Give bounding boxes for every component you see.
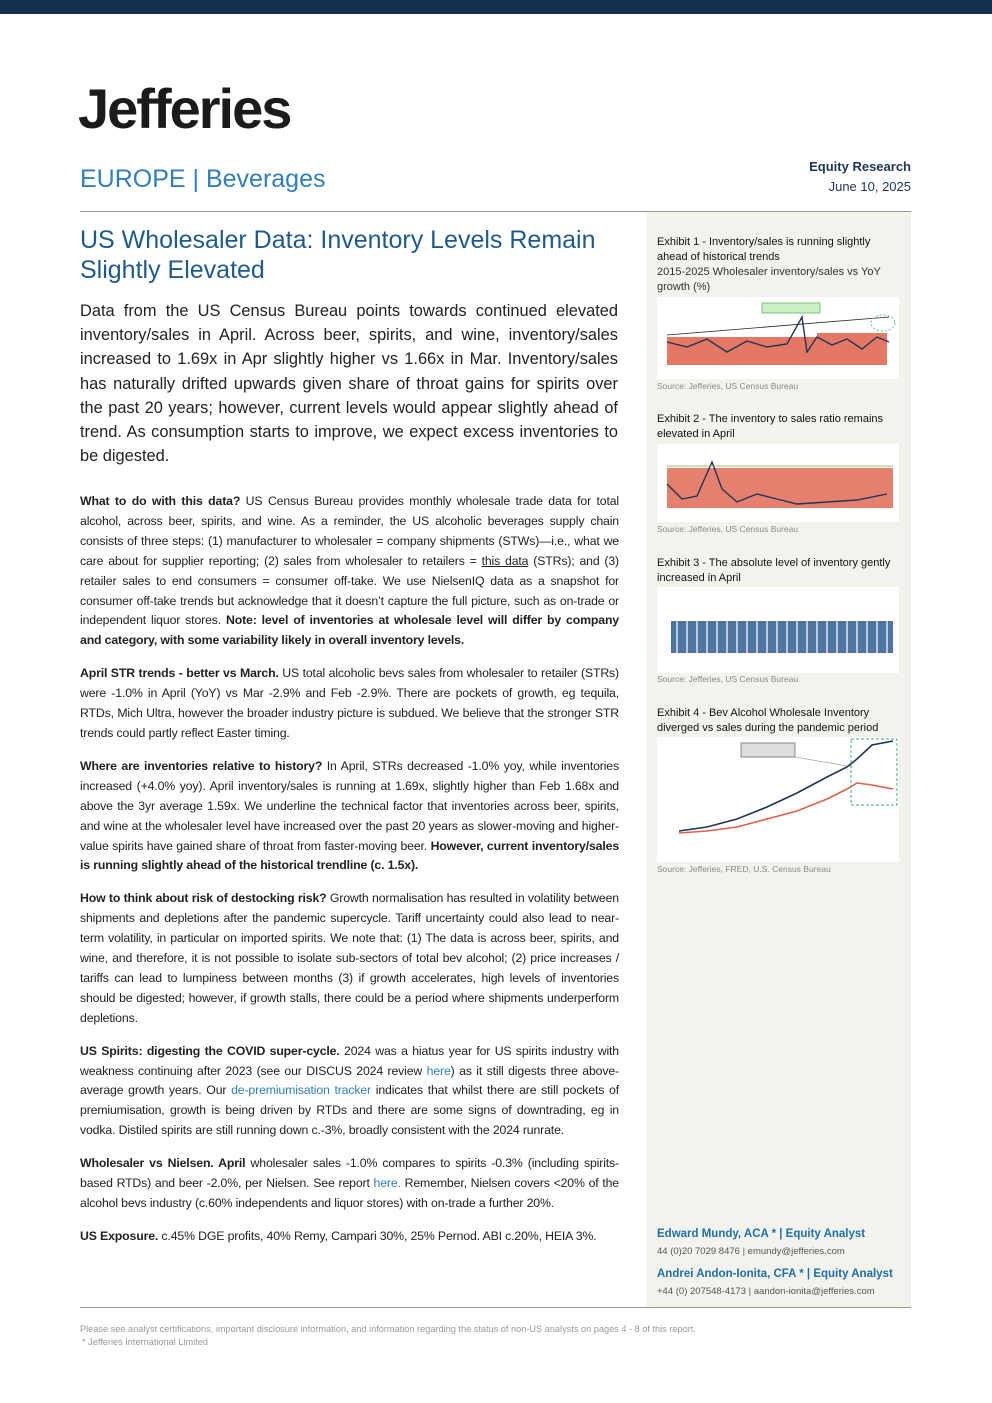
chart-bars bbox=[671, 621, 893, 653]
exhibit-title: Exhibit 2 - The inventory to sales ratio… bbox=[657, 413, 884, 440]
footnote: * Jefferies International Limited bbox=[82, 1337, 208, 1347]
chart-annotation bbox=[761, 302, 821, 314]
paragraph: Where are inventories relative to histor… bbox=[80, 757, 619, 876]
link[interactable]: here bbox=[426, 1063, 451, 1078]
link[interactable]: here. bbox=[373, 1176, 401, 1191]
divider bbox=[80, 1307, 911, 1308]
exhibit-title: Exhibit 4 - Bev Alcohol Wholesale Invent… bbox=[657, 707, 879, 734]
exhibit-chart bbox=[657, 297, 899, 379]
bold-text: How to think about risk of destocking ri… bbox=[80, 891, 327, 906]
text: US total alcoholic bevs sales from whole… bbox=[80, 666, 619, 740]
bold-text: Where are inventories relative to histor… bbox=[80, 758, 323, 773]
text: this data bbox=[481, 553, 529, 568]
text: wholesaler sales -1.0% compares to spiri… bbox=[80, 1156, 619, 1191]
exhibit-source: Source: Jefferies, US Census Bureau bbox=[657, 524, 799, 534]
exhibit-chart bbox=[657, 587, 899, 673]
chart-line bbox=[666, 314, 890, 354]
paragraph: What to do with this data? US Census Bur… bbox=[80, 492, 619, 651]
analyst-name: Edward Mundy, ACA * | Equity Analyst bbox=[657, 1228, 866, 1240]
report-date: June 10, 2025 bbox=[828, 179, 911, 194]
bold-text: Wholesaler vs Nielsen. April bbox=[80, 1156, 246, 1171]
exhibit-source: Source: Jefferies, US Census Bureau bbox=[657, 381, 799, 391]
chart-highlight bbox=[850, 738, 898, 806]
text: ) as it still digests three above-averag… bbox=[80, 1063, 619, 1098]
logo: Jefferies bbox=[78, 77, 292, 140]
analyst-contact: 44 (0)20 7029 8476 | emundy@jefferies.co… bbox=[657, 1246, 845, 1257]
paragraph: April STR trends - better vs March. US t… bbox=[80, 664, 619, 744]
text: c.45% DGE profits, 40% Remy, Campari 30%… bbox=[158, 1228, 597, 1243]
trend-line bbox=[666, 316, 890, 336]
text: 2024 was a hiatus year for US spirits in… bbox=[80, 1043, 619, 1078]
body: What to do with this data? US Census Bur… bbox=[80, 492, 619, 1260]
report-title: US Wholesaler Data: Inventory Levels Rem… bbox=[80, 226, 596, 284]
exhibit-source: Source: Jefferies, US Census Bureau bbox=[657, 674, 799, 684]
text: US Census Bureau provides monthly wholes… bbox=[80, 494, 620, 568]
text: (STRs); and (3) retailer sales to end co… bbox=[80, 553, 619, 628]
region: EUROPE | Beverages bbox=[80, 165, 326, 193]
exhibit-source: Source: Jefferies, FRED, U.S. Census Bur… bbox=[657, 864, 831, 874]
paragraph: US Spirits: digesting the COVID super-cy… bbox=[80, 1042, 619, 1142]
bold-text: US Spirits: digesting the COVID super-cy… bbox=[80, 1043, 340, 1058]
chart-bars bbox=[667, 468, 893, 508]
bold-text: However, current inventory/sales is runn… bbox=[80, 838, 620, 873]
paragraph: How to think about risk of destocking ri… bbox=[80, 889, 619, 1028]
chart-highlight bbox=[870, 314, 896, 332]
chart-line bbox=[678, 782, 894, 834]
bold-text: US Exposure. bbox=[80, 1228, 159, 1243]
text: Remember, Nielsen covers <20% of the alc… bbox=[80, 1176, 619, 1210]
paragraph: Wholesaler vs Nielsen. April wholesaler … bbox=[80, 1154, 619, 1214]
exhibit-title: Exhibit 3 - The absolute level of invent… bbox=[657, 557, 891, 584]
chart-line bbox=[666, 460, 888, 505]
link[interactable]: de-premiumisation tracker bbox=[231, 1083, 372, 1098]
chart-bars bbox=[667, 333, 887, 365]
text: In April, STRs decreased -1.0% yoy, whil… bbox=[80, 758, 619, 853]
disclaimer: Please see analyst certifications, impor… bbox=[80, 1324, 696, 1334]
top-bar bbox=[0, 0, 992, 14]
exhibit-title: Exhibit 1 - Inventory/sales is running s… bbox=[657, 236, 871, 263]
exhibit-chart bbox=[657, 737, 899, 862]
analyst-name: Andrei Andon-Ionita, CFA * | Equity Anal… bbox=[657, 1268, 893, 1280]
text: indicates that whilst there are still po… bbox=[80, 1083, 619, 1138]
paragraph: US Exposure. c.45% DGE profits, 40% Remy… bbox=[80, 1227, 619, 1247]
bar-gaps bbox=[676, 621, 888, 653]
summary: Data from the US Census Bureau points to… bbox=[80, 302, 618, 466]
divider bbox=[80, 211, 911, 212]
chart-line bbox=[678, 740, 894, 832]
report-label: Equity Research bbox=[809, 159, 911, 174]
bold-text: Note: level of inventories at wholesale … bbox=[80, 613, 619, 648]
annotation-arrow bbox=[794, 756, 854, 768]
chart-annotation bbox=[740, 742, 796, 758]
bold-text: April STR trends - better vs March. bbox=[80, 666, 279, 681]
text: Growth normalisation has resulted in vol… bbox=[80, 891, 619, 1025]
bold-text: What to do with this data? bbox=[80, 494, 241, 508]
exhibit-subtitle: 2015-2025 Wholesaler inventory/sales vs … bbox=[657, 266, 881, 293]
exhibit-chart bbox=[657, 444, 899, 522]
analyst-contact: +44 (0) 207548-4173 | aandon-ionita@jeff… bbox=[657, 1286, 875, 1297]
